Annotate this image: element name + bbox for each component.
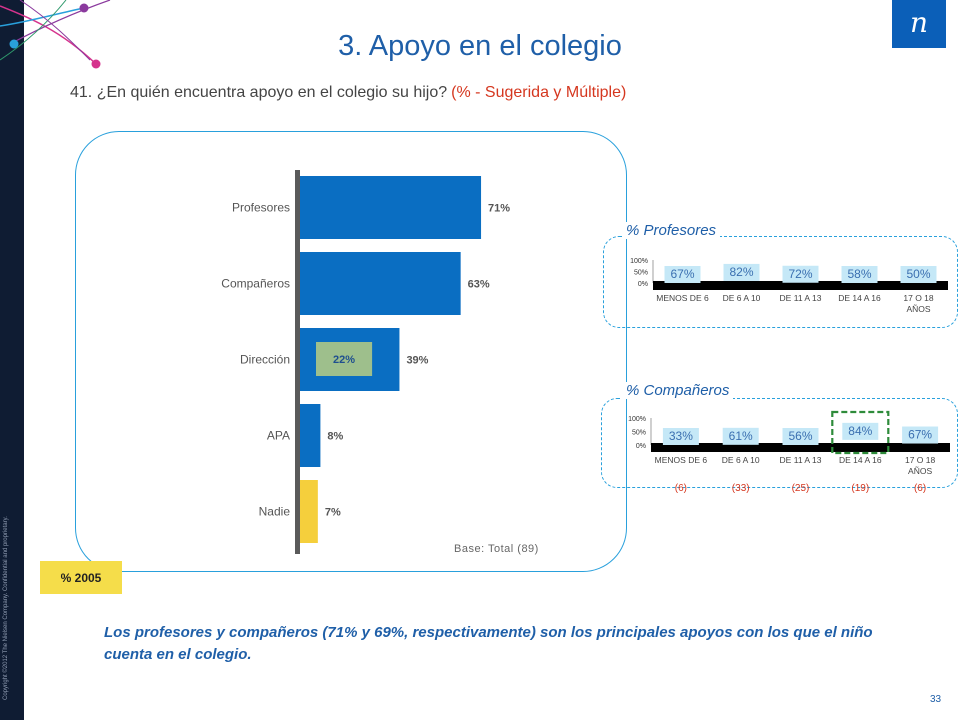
- mini-bar-2: [782, 265, 819, 283]
- mini-bar-2: [782, 428, 819, 445]
- y-tick-2: 0%: [636, 443, 646, 450]
- mini-category-label-2: DE 11 A 13: [780, 455, 822, 465]
- bar-1: [300, 252, 461, 315]
- y-tick-0: 100%: [628, 416, 646, 423]
- mini-value-label-1: 61%: [729, 429, 753, 443]
- mini-value-label-2: 72%: [788, 267, 812, 281]
- category-label-1: Compañeros: [221, 277, 290, 291]
- y-tick-1: 50%: [632, 430, 646, 437]
- y-axis-line: [295, 170, 300, 554]
- base-count-1: (33): [732, 483, 750, 494]
- mini-category-label-1: DE 6 A 10: [723, 293, 761, 303]
- mini-value-label-4: 50%: [906, 267, 930, 281]
- bar-3: [300, 404, 321, 467]
- mini-category-label-4: 17 O 18: [905, 455, 936, 465]
- y-tick-1: 50%: [634, 270, 648, 277]
- decorative-lines: [0, 0, 111, 69]
- mini-category-label-3: DE 14 A 16: [839, 455, 882, 465]
- base-count-4: (6): [914, 483, 926, 494]
- mini-bar-3: [842, 422, 879, 440]
- mini-category-label-1: DE 6 A 10: [722, 455, 760, 465]
- mini-category-label-0: MENOS DE 6: [656, 293, 709, 303]
- prev-2005-label-2: 22%: [333, 354, 355, 366]
- mini-bar-4: [902, 426, 939, 444]
- profesores-mini-chart: 100% 50% 0% 67% MENOS DE 6 82% DE 6 A 10 72% DE …: [630, 258, 948, 314]
- companeros-mini-chart: 100% 50% 0% 33% MENOS DE 6 (6) 61% DE 6 A 10 (33…: [628, 410, 950, 494]
- value-label-1: 63%: [468, 279, 490, 291]
- prev-2005-box-2: [316, 342, 373, 376]
- mini-value-label-0: 33%: [669, 429, 693, 443]
- mini-category-label-2: DE 11 A 13: [780, 293, 822, 303]
- mini-baseline-band: [653, 281, 948, 290]
- y-tick-0: 100%: [630, 258, 648, 265]
- mini-value-label-1: 82%: [729, 265, 753, 279]
- mini-category-label-3: DE 14 A 16: [838, 293, 881, 303]
- page-title: 3. Apoyo en el colegio: [338, 30, 622, 62]
- base-count-3: (19): [851, 483, 869, 494]
- conclusion-text: Los profesores y compañeros (71% y 69%, …: [104, 624, 873, 663]
- category-label-4: Nadie: [259, 505, 291, 519]
- value-label-0: 71%: [488, 203, 510, 215]
- mini-category-label-4-line2: AÑOS: [906, 304, 930, 314]
- badge-2005: % 2005: [40, 561, 122, 594]
- left-side-band: [0, 0, 24, 720]
- value-label-2: 39%: [406, 355, 428, 367]
- category-label-2: Dirección: [240, 353, 290, 367]
- question-label: 41. ¿En quién encuentra apoyo en el cole…: [70, 84, 448, 101]
- nielsen-logo: n: [892, 0, 946, 48]
- mini-category-label-4: 17 O 18: [903, 293, 934, 303]
- main-chart-panel: [75, 131, 627, 572]
- mini-bar-1: [723, 263, 760, 281]
- category-label-3: APA: [267, 429, 290, 443]
- mini-bar-0: [664, 266, 701, 283]
- mini-category-label-0: MENOS DE 6: [655, 455, 708, 465]
- y-tick-2: 0%: [638, 281, 648, 288]
- mini-value-label-4: 67%: [908, 428, 932, 442]
- mini-bar-4: [900, 266, 937, 283]
- bar-0: [300, 176, 482, 239]
- mini-bar-0: [662, 428, 699, 445]
- base-count-0: (6): [675, 483, 687, 494]
- main-bar-chart: Profesores 71% Compañeros 63% Dirección 39% AP…: [221, 170, 510, 554]
- page-number: 33: [930, 694, 942, 705]
- profesores-panel-title: % Profesores: [622, 222, 721, 239]
- base-count-2: (25): [792, 483, 810, 494]
- base-note: Base: Total (89): [454, 543, 539, 555]
- mini-value-label-3: 58%: [847, 267, 871, 281]
- value-label-3: 8%: [327, 431, 343, 443]
- bar-4: [300, 480, 318, 543]
- mini-bar-1: [722, 427, 759, 445]
- question-text: 41. ¿En quién encuentra apoyo en el cole…: [70, 84, 626, 102]
- profesores-panel: [603, 236, 958, 328]
- mini-value-label-3: 84%: [848, 424, 872, 438]
- mini-bar-3: [841, 266, 878, 283]
- mini-value-label-0: 67%: [670, 267, 694, 281]
- question-note: (% - Sugerida y Múltiple): [451, 84, 627, 101]
- mini-category-label-4-line2: AÑOS: [908, 466, 932, 476]
- highlight-box: [831, 410, 890, 455]
- value-label-4: 7%: [325, 507, 341, 519]
- category-label-0: Profesores: [232, 201, 290, 215]
- mini-value-label-2: 56%: [788, 429, 812, 443]
- companeros-panel-title: % Compañeros: [622, 382, 734, 399]
- companeros-panel: [601, 398, 958, 488]
- mini-baseline-band: [651, 443, 950, 452]
